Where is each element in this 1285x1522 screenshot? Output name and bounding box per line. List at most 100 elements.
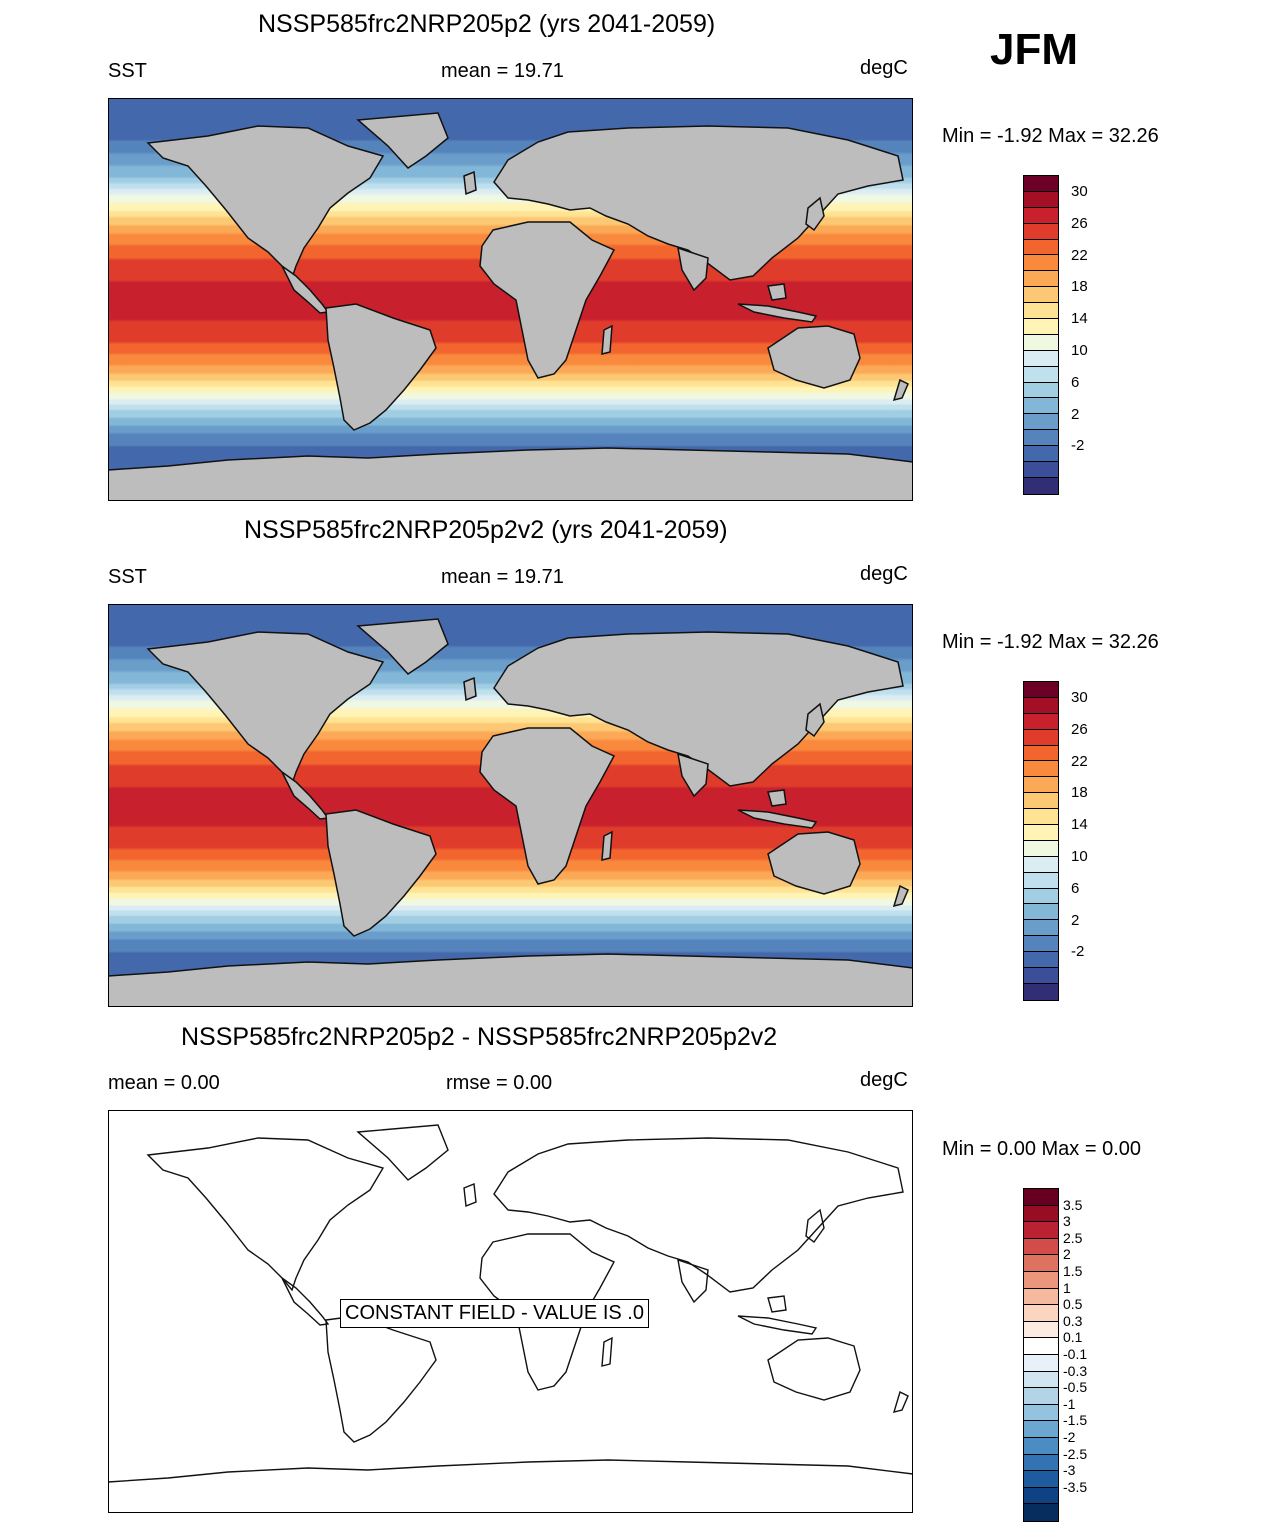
colorbar-tick-label: 18 <box>1071 278 1088 296</box>
colorbar-box <box>1024 1454 1058 1472</box>
colorbar-box <box>1024 1504 1058 1521</box>
colorbar-tick-label: 26 <box>1071 214 1088 232</box>
colorbar-box <box>1024 223 1058 240</box>
panel-3-colorbar <box>1023 1188 1059 1522</box>
colorbar-box <box>1024 697 1058 714</box>
colorbar-box <box>1024 729 1058 746</box>
colorbar-box <box>1024 382 1058 399</box>
colorbar-box <box>1024 983 1058 1000</box>
colorbar-box <box>1024 287 1058 304</box>
map-frame <box>108 1110 913 1513</box>
colorbar-tick-label: -0.1 <box>1063 1346 1088 1362</box>
panel-3-minmax: Min = 0.00 Max = 0.00 <box>942 1138 1142 1160</box>
colorbar-box <box>1024 825 1058 841</box>
colorbar-tick-label: -3 <box>1063 1462 1076 1479</box>
colorbar-box <box>1024 271 1058 288</box>
colorbar-box <box>1024 856 1058 873</box>
colorbar-box <box>1024 191 1058 208</box>
colorbar-tick-label: 2 <box>1071 911 1080 929</box>
colorbar-box <box>1024 1388 1058 1405</box>
colorbar-tick-label: 0.1 <box>1063 1329 1083 1346</box>
colorbar-box <box>1024 1305 1058 1322</box>
colorbar-tick-label: -1 <box>1063 1395 1076 1412</box>
colorbar-box <box>1024 840 1058 857</box>
colorbar-tick-label: 14 <box>1071 816 1088 834</box>
colorbar-box <box>1024 239 1058 256</box>
colorbar-tick-label: 0.3 <box>1063 1312 1083 1329</box>
panel-2-mean: mean = 19.71 <box>441 566 564 588</box>
colorbar-box <box>1024 430 1058 447</box>
panel-2-units: degC <box>860 563 908 585</box>
panel-1-map <box>108 98 913 501</box>
panel-3-mean: mean = 0.00 <box>108 1072 220 1094</box>
panel-1-colorbar <box>1023 175 1059 495</box>
colorbar-box <box>1024 1288 1058 1306</box>
colorbar-box <box>1024 207 1058 224</box>
colorbar-tick-label: 2 <box>1071 405 1080 423</box>
colorbar-tick-label: -2 <box>1063 1429 1076 1445</box>
season-label: JFM <box>990 25 1078 74</box>
colorbar-tick-label: 3.5 <box>1063 1196 1083 1213</box>
map-frame <box>108 98 913 501</box>
colorbar-tick-label: 10 <box>1071 847 1088 865</box>
colorbar-tick-label: 3 <box>1063 1213 1071 1230</box>
colorbar-box <box>1024 303 1058 320</box>
colorbar-box <box>1024 888 1058 905</box>
colorbar-box <box>1024 809 1058 826</box>
colorbar-box <box>1024 1421 1058 1438</box>
colorbar-box <box>1024 1354 1058 1372</box>
colorbar-tick-label: 30 <box>1071 182 1088 200</box>
colorbar-tick-label: 1 <box>1063 1279 1071 1296</box>
colorbar-tick-label: -2.5 <box>1063 1445 1088 1462</box>
colorbar-box <box>1024 682 1058 698</box>
panel-1-title: NSSP585frc2NRP205p2 (yrs 2041-2059) <box>258 10 716 38</box>
colorbar-box <box>1024 1205 1058 1223</box>
colorbar-box <box>1024 777 1058 794</box>
colorbar-tick-label: 0.5 <box>1063 1296 1083 1313</box>
colorbar-box <box>1024 1222 1058 1239</box>
colorbar-box <box>1024 255 1058 272</box>
colorbar-box <box>1024 1238 1058 1256</box>
panel-2-title: NSSP585frc2NRP205p2v2 (yrs 2041-2059) <box>244 516 728 544</box>
colorbar-tick-label: 22 <box>1071 752 1088 770</box>
colorbar-box <box>1024 350 1058 367</box>
colorbar-box <box>1024 1471 1058 1488</box>
colorbar-tick-label: 2 <box>1063 1246 1071 1263</box>
colorbar-tick-label: 14 <box>1071 310 1088 328</box>
colorbar-tick-label: 30 <box>1071 688 1088 706</box>
panel-3-title: NSSP585frc2NRP205p2 - NSSP585frc2NRP205p… <box>181 1023 778 1051</box>
colorbar-box <box>1024 319 1058 335</box>
colorbar-box <box>1024 176 1058 192</box>
colorbar-tick-label: -1.5 <box>1063 1412 1088 1429</box>
colorbar-box <box>1024 713 1058 730</box>
colorbar-box <box>1024 1371 1058 1389</box>
colorbar-tick-label: 2.5 <box>1063 1229 1083 1246</box>
colorbar-box <box>1024 1321 1058 1339</box>
colorbar-box <box>1024 1255 1058 1272</box>
colorbar-box <box>1024 398 1058 415</box>
colorbar-box <box>1024 366 1058 383</box>
colorbar-box <box>1024 1271 1058 1289</box>
colorbar-tick-label: 6 <box>1071 879 1080 897</box>
colorbar-tick-label: 26 <box>1071 720 1088 738</box>
colorbar-box <box>1024 920 1058 937</box>
colorbar-box <box>1024 477 1058 494</box>
colorbar-box <box>1024 952 1058 969</box>
colorbar-tick-label: 18 <box>1071 784 1088 802</box>
panel-3-units: degC <box>860 1069 908 1091</box>
colorbar-box <box>1024 462 1058 478</box>
colorbar-box <box>1024 446 1058 463</box>
colorbar-box <box>1024 334 1058 351</box>
colorbar-box <box>1024 872 1058 889</box>
panel-1-variable: SST <box>108 60 147 82</box>
colorbar-box <box>1024 793 1058 810</box>
colorbar-tick-label: 6 <box>1071 373 1080 391</box>
colorbar-tick-label: -0.3 <box>1063 1362 1088 1379</box>
map-frame <box>108 604 913 1007</box>
colorbar-box <box>1024 936 1058 953</box>
panel-1-minmax: Min = -1.92 Max = 32.26 <box>942 125 1159 147</box>
colorbar-tick-label: -3.5 <box>1063 1478 1088 1495</box>
colorbar-box <box>1024 1437 1058 1455</box>
colorbar-box <box>1024 1189 1058 1206</box>
colorbar-box <box>1024 414 1058 431</box>
